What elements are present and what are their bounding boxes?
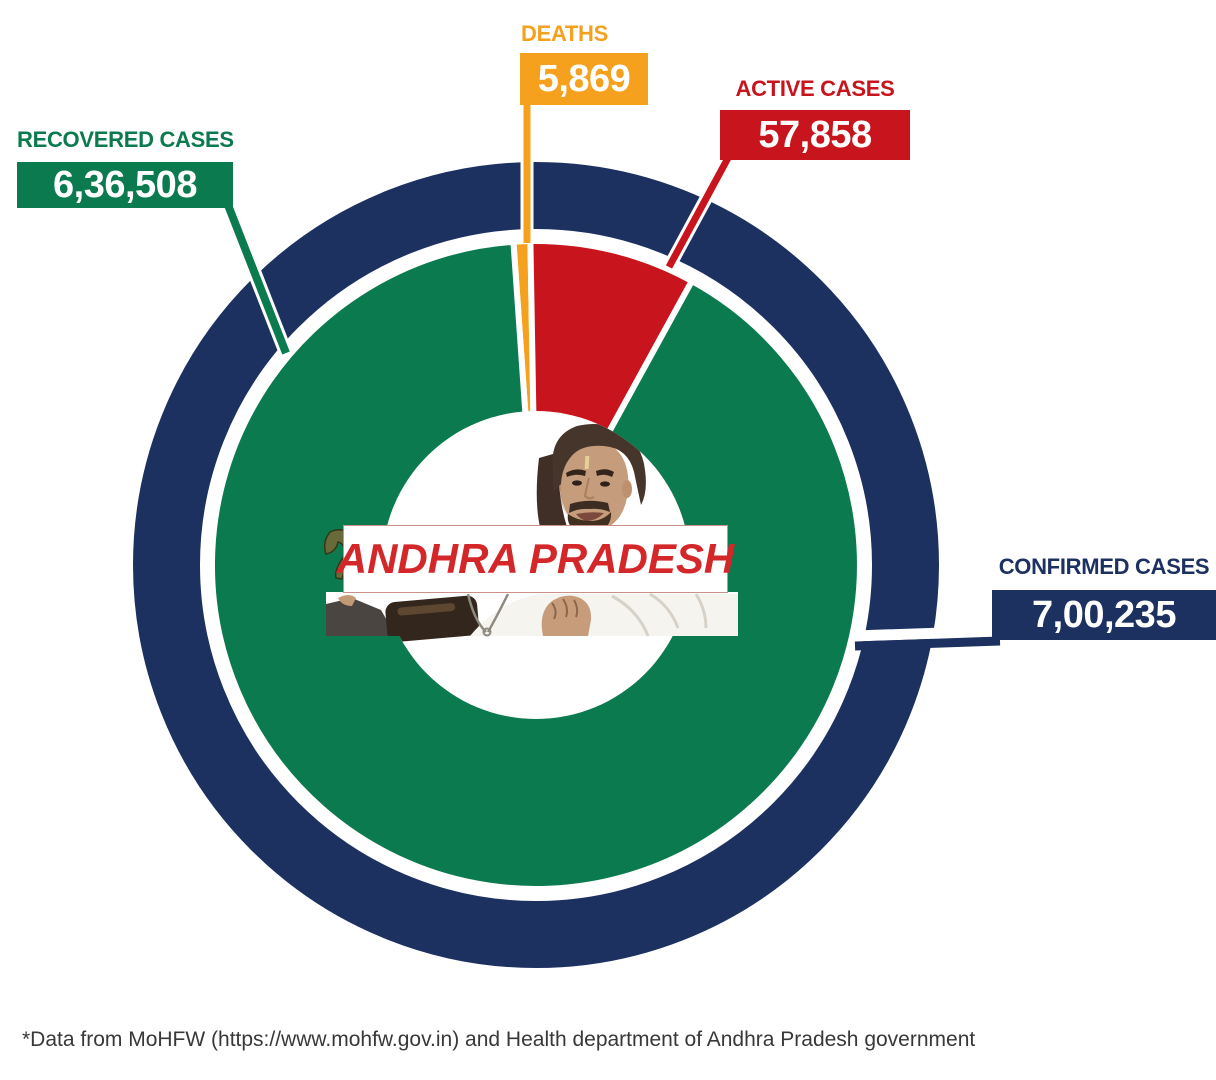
deaths-value-box: 5,869 (520, 53, 648, 105)
confirmed-cases-value-box: 7,00,235 (992, 590, 1216, 640)
state-banner: ANDHRA PRADESH (337, 525, 734, 593)
confirmed-leader-line (854, 636, 1001, 651)
tilaka-mark (584, 455, 590, 470)
recovered-leader-line (224, 203, 290, 355)
recovered-cases-value-box: 6,36,508 (17, 162, 233, 208)
fist (541, 595, 592, 636)
deaths-title: DEATHS (521, 21, 609, 46)
tablet-object (385, 595, 479, 642)
active-cases-value-box: 57,858 (720, 110, 910, 160)
source-note: *Data from MoHFW (https://www.mohfw.gov.… (22, 1028, 976, 1051)
deaths-value: 5,869 (537, 57, 631, 100)
confirmed-cases-value: 7,00,235 (1032, 593, 1176, 636)
active-leader-line (665, 156, 732, 269)
active-cases-title: ACTIVE CASES (735, 76, 895, 101)
confirmed-leader-notch (854, 625, 1003, 642)
confirmed-cases-title: CONFIRMED CASES (998, 554, 1210, 579)
recovered-cases-title: RECOVERED CASES (17, 127, 234, 152)
active-cases-value: 57,858 (758, 113, 872, 156)
state-banner-text: ANDHRA PRADESH (336, 535, 735, 582)
recovered-cases-value: 6,36,508 (53, 163, 197, 206)
confirmed-ring (133, 162, 939, 968)
